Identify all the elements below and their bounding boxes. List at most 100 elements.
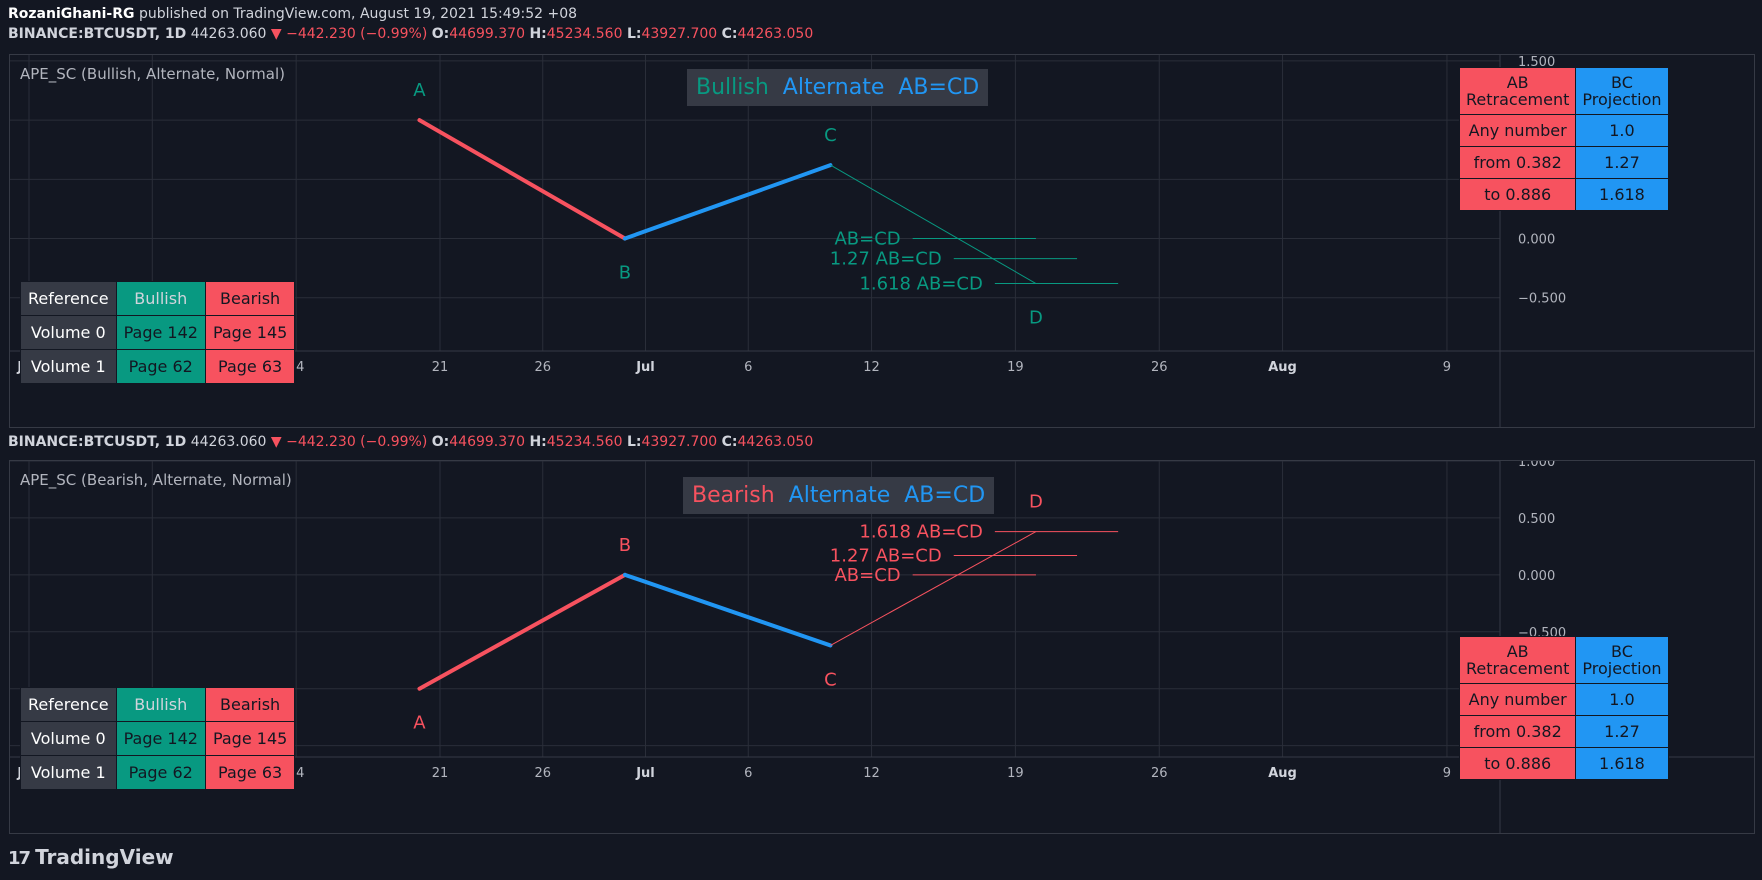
ref-cell-bullish: Page 142 bbox=[115, 315, 206, 350]
fib-ratio-table: AB Retracement BC Projection Any number 1.0… bbox=[1458, 67, 1669, 211]
fib-cell-bc: 1.27 bbox=[1575, 715, 1669, 748]
symbol-name[interactable]: BINANCE:BTCUSDT, 1D bbox=[8, 26, 187, 42]
pattern-title-direction: Bearish bbox=[692, 483, 775, 508]
ref-header-bullish: Bullish bbox=[115, 281, 206, 316]
ref-header-bearish: Bearish bbox=[204, 687, 296, 722]
fib-header-ab-line2: Retracement bbox=[1466, 90, 1570, 109]
point-label-b: B bbox=[619, 263, 631, 284]
symbol-bar-top: BINANCE:BTCUSDT, 1D 44263.060 ▼ −442.230… bbox=[8, 26, 813, 42]
x-tick-label: 26 bbox=[1151, 766, 1168, 781]
indicator-label[interactable]: APE_SC (Bearish, Alternate, Normal) bbox=[20, 471, 292, 489]
chart-panel-bearish[interactable]: 1.0000.5000.000−0.500−1.000−1.500Jun7142… bbox=[9, 460, 1755, 834]
open-label: O: bbox=[431, 434, 450, 450]
last-price: 44263.060 bbox=[190, 434, 267, 450]
symbol-name[interactable]: BINANCE:BTCUSDT, 1D bbox=[8, 434, 187, 450]
x-tick-label: 6 bbox=[744, 766, 752, 781]
fib-header-ab-line2: Retracement bbox=[1466, 659, 1570, 678]
open-value: 44699.370 bbox=[449, 26, 525, 42]
point-label-b: B bbox=[619, 535, 631, 556]
fib-cell-ab: Any number bbox=[1458, 114, 1577, 147]
chart-panel-bullish[interactable]: 1.5001.0000.5000.000−0.500Jun7142126Jul6… bbox=[9, 54, 1755, 428]
ref-cell-bearish: Page 145 bbox=[204, 721, 296, 756]
ref-row-label: Volume 1 bbox=[20, 755, 117, 790]
pattern-title-name: AB=CD bbox=[898, 75, 980, 100]
leg-bc-line bbox=[622, 163, 833, 241]
fib-header-bc-line1: BC bbox=[1611, 642, 1633, 661]
fib-cell-ab: to 0.886 bbox=[1458, 178, 1577, 211]
ref-cell-bearish: Page 63 bbox=[204, 349, 296, 384]
projection-label: AB=CD bbox=[834, 565, 900, 586]
fib-cell-bc: 1.618 bbox=[1575, 178, 1669, 211]
fib-cell-bc: 1.0 bbox=[1575, 683, 1669, 716]
ref-cell-bullish: Page 142 bbox=[115, 721, 206, 756]
x-tick-label: 9 bbox=[1443, 766, 1451, 781]
fib-ratio-table: AB Retracement BC Projection Any number 1.0… bbox=[1458, 636, 1669, 780]
ref-header-bullish: Bullish bbox=[115, 687, 206, 722]
x-tick-label: Jul bbox=[635, 766, 655, 781]
point-label-a: A bbox=[413, 80, 426, 101]
indicator-label[interactable]: APE_SC (Bullish, Alternate, Normal) bbox=[20, 65, 285, 83]
ref-cell-bullish: Page 62 bbox=[115, 755, 206, 790]
reference-table: Reference Bullish Bearish Volume 0 Page 142… bbox=[20, 281, 296, 384]
price-change: ▼ −442.230 (−0.99%) bbox=[270, 434, 428, 450]
high-value: 45234.560 bbox=[546, 434, 623, 450]
fib-header-bc: BC Projection bbox=[1575, 636, 1669, 684]
publish-line: RozaniGhani-RG published on TradingView.… bbox=[8, 6, 577, 22]
projection-label: 1.618 AB=CD bbox=[859, 274, 982, 295]
tradingview-logo[interactable]: 17 TradingView bbox=[8, 845, 174, 869]
x-tick-label: Jul bbox=[635, 360, 655, 375]
point-label-d: D bbox=[1029, 308, 1043, 329]
projection-label: 1.618 AB=CD bbox=[859, 522, 982, 543]
ref-cell-bullish: Page 62 bbox=[115, 349, 206, 384]
x-tick-label: 21 bbox=[432, 766, 449, 781]
close-label: C: bbox=[721, 434, 738, 450]
x-tick-label: 19 bbox=[1007, 766, 1024, 781]
x-tick-label: 9 bbox=[1443, 360, 1451, 375]
fib-cell-bc: 1.27 bbox=[1575, 146, 1669, 179]
x-tick-label: 12 bbox=[863, 766, 880, 781]
ref-header-reference: Reference bbox=[20, 281, 117, 316]
x-tick-label: 26 bbox=[534, 360, 551, 375]
high-value: 45234.560 bbox=[546, 26, 623, 42]
fib-cell-bc: 1.0 bbox=[1575, 114, 1669, 147]
ref-cell-bearish: Page 63 bbox=[204, 755, 296, 790]
x-tick-label: 6 bbox=[744, 360, 752, 375]
fib-cell-ab: Any number bbox=[1458, 683, 1577, 716]
x-tick-label: 12 bbox=[863, 360, 880, 375]
x-tick-label: Aug bbox=[1268, 766, 1297, 781]
close-value: 44263.050 bbox=[737, 26, 814, 42]
x-tick-label: 19 bbox=[1007, 360, 1024, 375]
last-price: 44263.060 bbox=[190, 26, 267, 42]
point-label-c: C bbox=[824, 125, 837, 146]
y-tick-label: 0.500 bbox=[1518, 512, 1555, 527]
fib-cell-bc: 1.618 bbox=[1575, 747, 1669, 780]
leg-cd-line bbox=[830, 164, 1037, 284]
y-tick-label: 0.000 bbox=[1518, 569, 1555, 584]
fib-cell-ab: from 0.382 bbox=[1458, 146, 1577, 179]
low-label: L: bbox=[626, 26, 642, 42]
ref-row-label: Volume 0 bbox=[20, 721, 117, 756]
low-value: 43927.700 bbox=[641, 434, 718, 450]
x-tick-label: 21 bbox=[432, 360, 449, 375]
high-label: H: bbox=[529, 26, 547, 42]
close-label: C: bbox=[721, 26, 738, 42]
fib-header-ab-line1: AB bbox=[1506, 73, 1529, 92]
leg-bc-line bbox=[622, 572, 833, 648]
ref-row-label: Volume 1 bbox=[20, 349, 117, 384]
x-tick-label: 26 bbox=[534, 766, 551, 781]
open-value: 44699.370 bbox=[449, 434, 525, 450]
fib-header-ab: AB Retracement bbox=[1458, 67, 1577, 115]
x-tick-label: Aug bbox=[1268, 360, 1297, 375]
ref-cell-bearish: Page 145 bbox=[204, 315, 296, 350]
author-name[interactable]: RozaniGhani-RG bbox=[8, 6, 135, 22]
high-label: H: bbox=[529, 434, 547, 450]
fib-cell-ab: from 0.382 bbox=[1458, 715, 1577, 748]
ref-header-bearish: Bearish bbox=[204, 281, 296, 316]
open-label: O: bbox=[431, 26, 450, 42]
fib-header-ab-line1: AB bbox=[1506, 642, 1529, 661]
publish-meta: published on TradingView.com, August 19,… bbox=[134, 6, 578, 22]
fib-header-ab: AB Retracement bbox=[1458, 636, 1577, 684]
price-change: ▼ −442.230 (−0.99%) bbox=[270, 26, 428, 42]
leg-cd-line bbox=[830, 531, 1037, 646]
pattern-title-box: Bullish Alternate AB=CD bbox=[687, 69, 989, 106]
